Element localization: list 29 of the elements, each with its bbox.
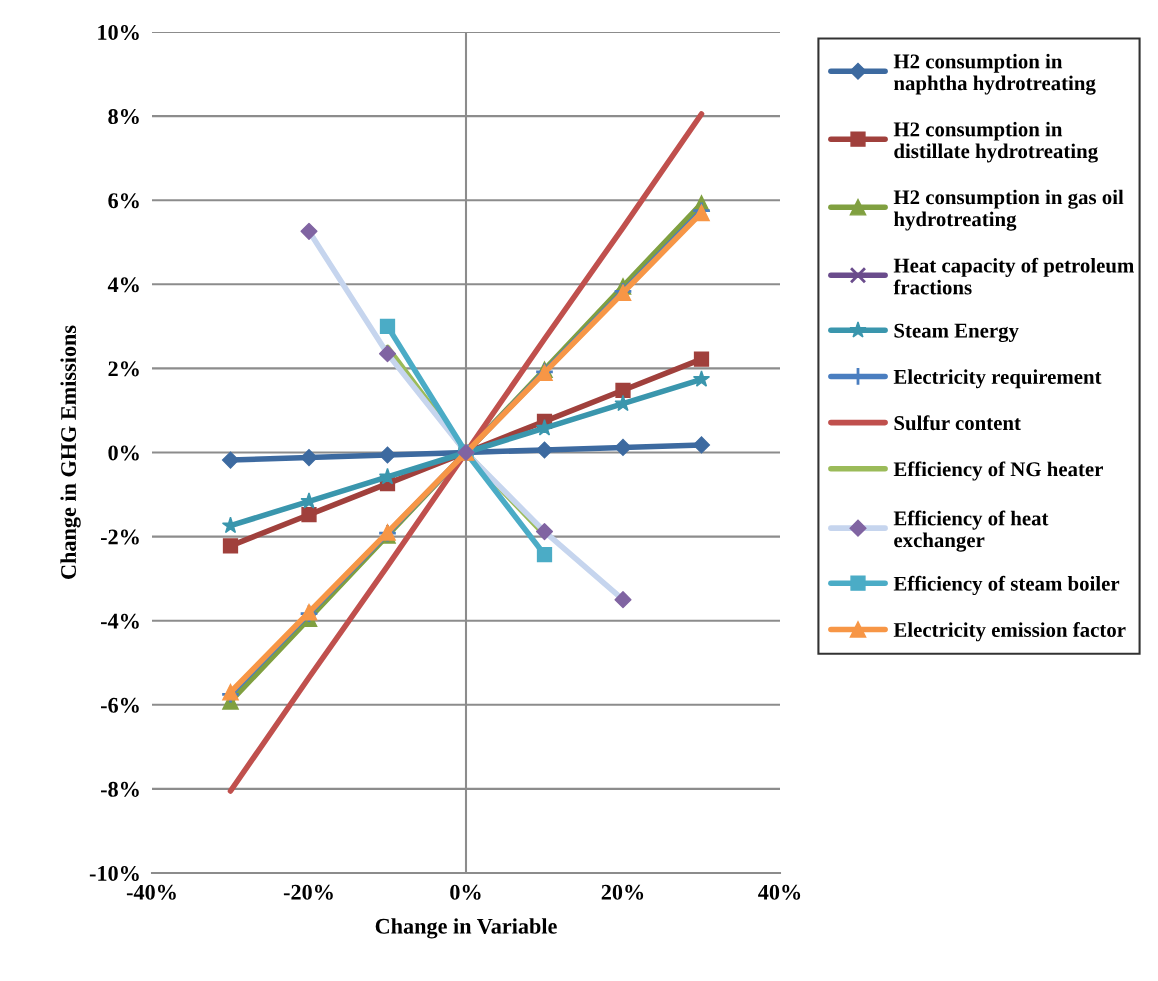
y-tick-label: -8% xyxy=(100,781,139,797)
x-tick-label: -20% xyxy=(283,884,333,900)
legend-label: H2 consumption in distillate hydrotreating xyxy=(893,121,1098,163)
y-axis-title: Change in GHG Emissions xyxy=(60,325,81,579)
legend-label: Steam Energy xyxy=(894,323,1019,343)
y-tick-label: -6% xyxy=(100,697,139,713)
legend-label: Efficiency of NG heater xyxy=(893,461,1103,481)
y-tick-label: 8% xyxy=(108,109,139,125)
y-tick-label: -10% xyxy=(89,865,139,881)
x-tick-label: 40% xyxy=(758,884,801,900)
y-tick-label: 2% xyxy=(108,361,139,377)
legend-label: Electricity requirement xyxy=(893,369,1102,389)
x-axis-title: Change in Variable xyxy=(375,918,557,939)
y-tick-label: 10% xyxy=(98,24,139,40)
legend-label: Efficiency of heat exchanger xyxy=(893,510,1049,552)
legend-label: Efficiency of steam boiler xyxy=(893,575,1120,596)
x-tick-label: 0% xyxy=(450,884,481,900)
legend-label: Heat capacity of petroleum fractions xyxy=(893,257,1134,295)
y-tick-label: -2% xyxy=(100,529,139,545)
legend-label: Sulfur content xyxy=(894,415,1021,431)
x-tick-label: -40% xyxy=(126,884,176,900)
legend-label: H2 consumption in gas oil hydrotreating xyxy=(893,189,1124,231)
y-tick-label: 6% xyxy=(108,193,139,209)
y-tick-label: 0% xyxy=(108,445,139,461)
y-tick-label: 4% xyxy=(107,277,139,293)
y-tick-label: -4% xyxy=(100,613,139,629)
legend-label: Electricity emission factor xyxy=(893,622,1126,642)
x-tick-label: 20% xyxy=(601,884,644,900)
legend-label: H2 consumption in naphtha hydrotreating xyxy=(893,53,1096,95)
